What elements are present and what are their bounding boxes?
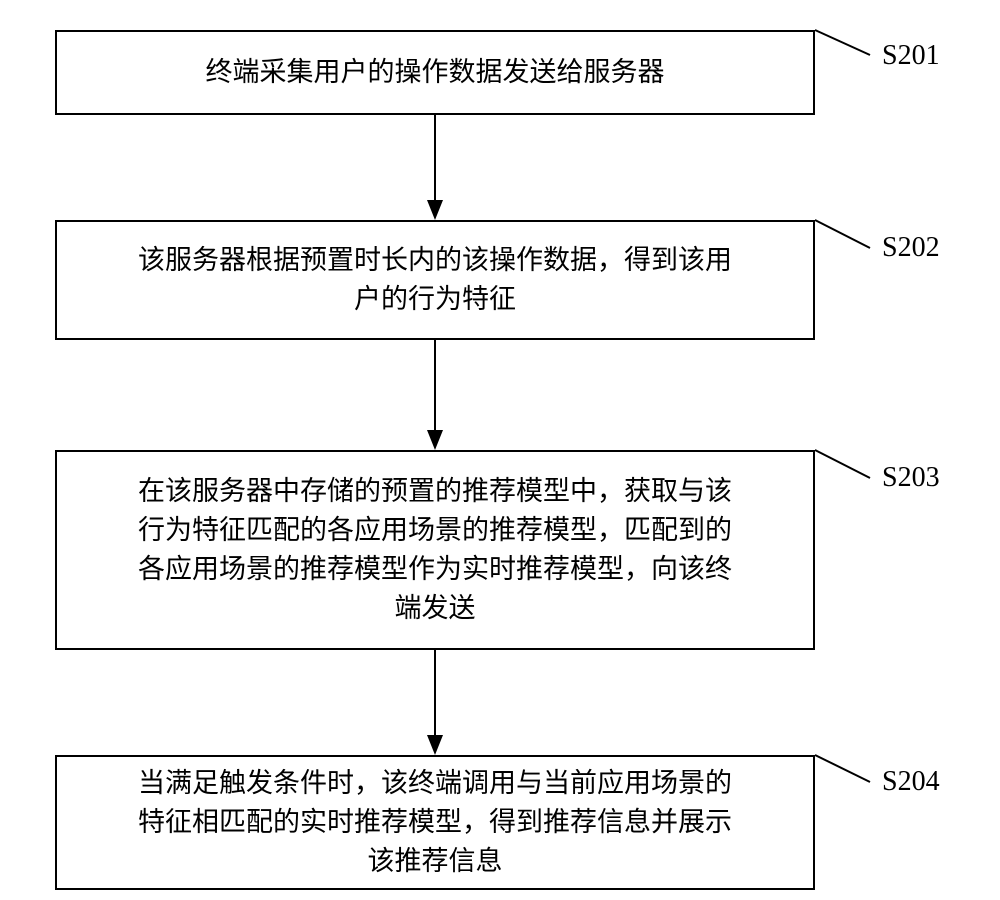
edge-arrowhead-n2-n3 bbox=[427, 430, 443, 450]
flow-node-text: 在该服务器中存储的预置的推荐模型中，获取与该 行为特征匹配的各应用场景的推荐模型… bbox=[138, 472, 732, 629]
edge-arrowhead-n1-n2 bbox=[427, 200, 443, 220]
step-label-S202: S202 bbox=[882, 232, 940, 264]
flow-node-n4: 当满足触发条件时，该终端调用与当前应用场景的 特征相匹配的实时推荐模型，得到推荐… bbox=[55, 755, 815, 890]
flow-node-text: 当满足触发条件时，该终端调用与当前应用场景的 特征相匹配的实时推荐模型，得到推荐… bbox=[138, 764, 732, 881]
flow-node-text: 该服务器根据预置时长内的该操作数据，得到该用 户的行为特征 bbox=[138, 241, 732, 319]
callout-line-n1 bbox=[815, 30, 870, 55]
callout-line-n2 bbox=[815, 220, 870, 248]
edge-arrowhead-n3-n4 bbox=[427, 735, 443, 755]
flowchart-canvas: 终端采集用户的操作数据发送给服务器该服务器根据预置时长内的该操作数据，得到该用 … bbox=[0, 0, 1000, 900]
flow-node-n3: 在该服务器中存储的预置的推荐模型中，获取与该 行为特征匹配的各应用场景的推荐模型… bbox=[55, 450, 815, 650]
flow-node-text: 终端采集用户的操作数据发送给服务器 bbox=[206, 53, 665, 92]
callout-line-n4 bbox=[815, 755, 870, 782]
step-label-S203: S203 bbox=[882, 462, 940, 494]
flow-node-n1: 终端采集用户的操作数据发送给服务器 bbox=[55, 30, 815, 115]
callout-line-n3 bbox=[815, 450, 870, 478]
step-label-S201: S201 bbox=[882, 40, 940, 72]
step-label-S204: S204 bbox=[882, 766, 940, 798]
flow-node-n2: 该服务器根据预置时长内的该操作数据，得到该用 户的行为特征 bbox=[55, 220, 815, 340]
